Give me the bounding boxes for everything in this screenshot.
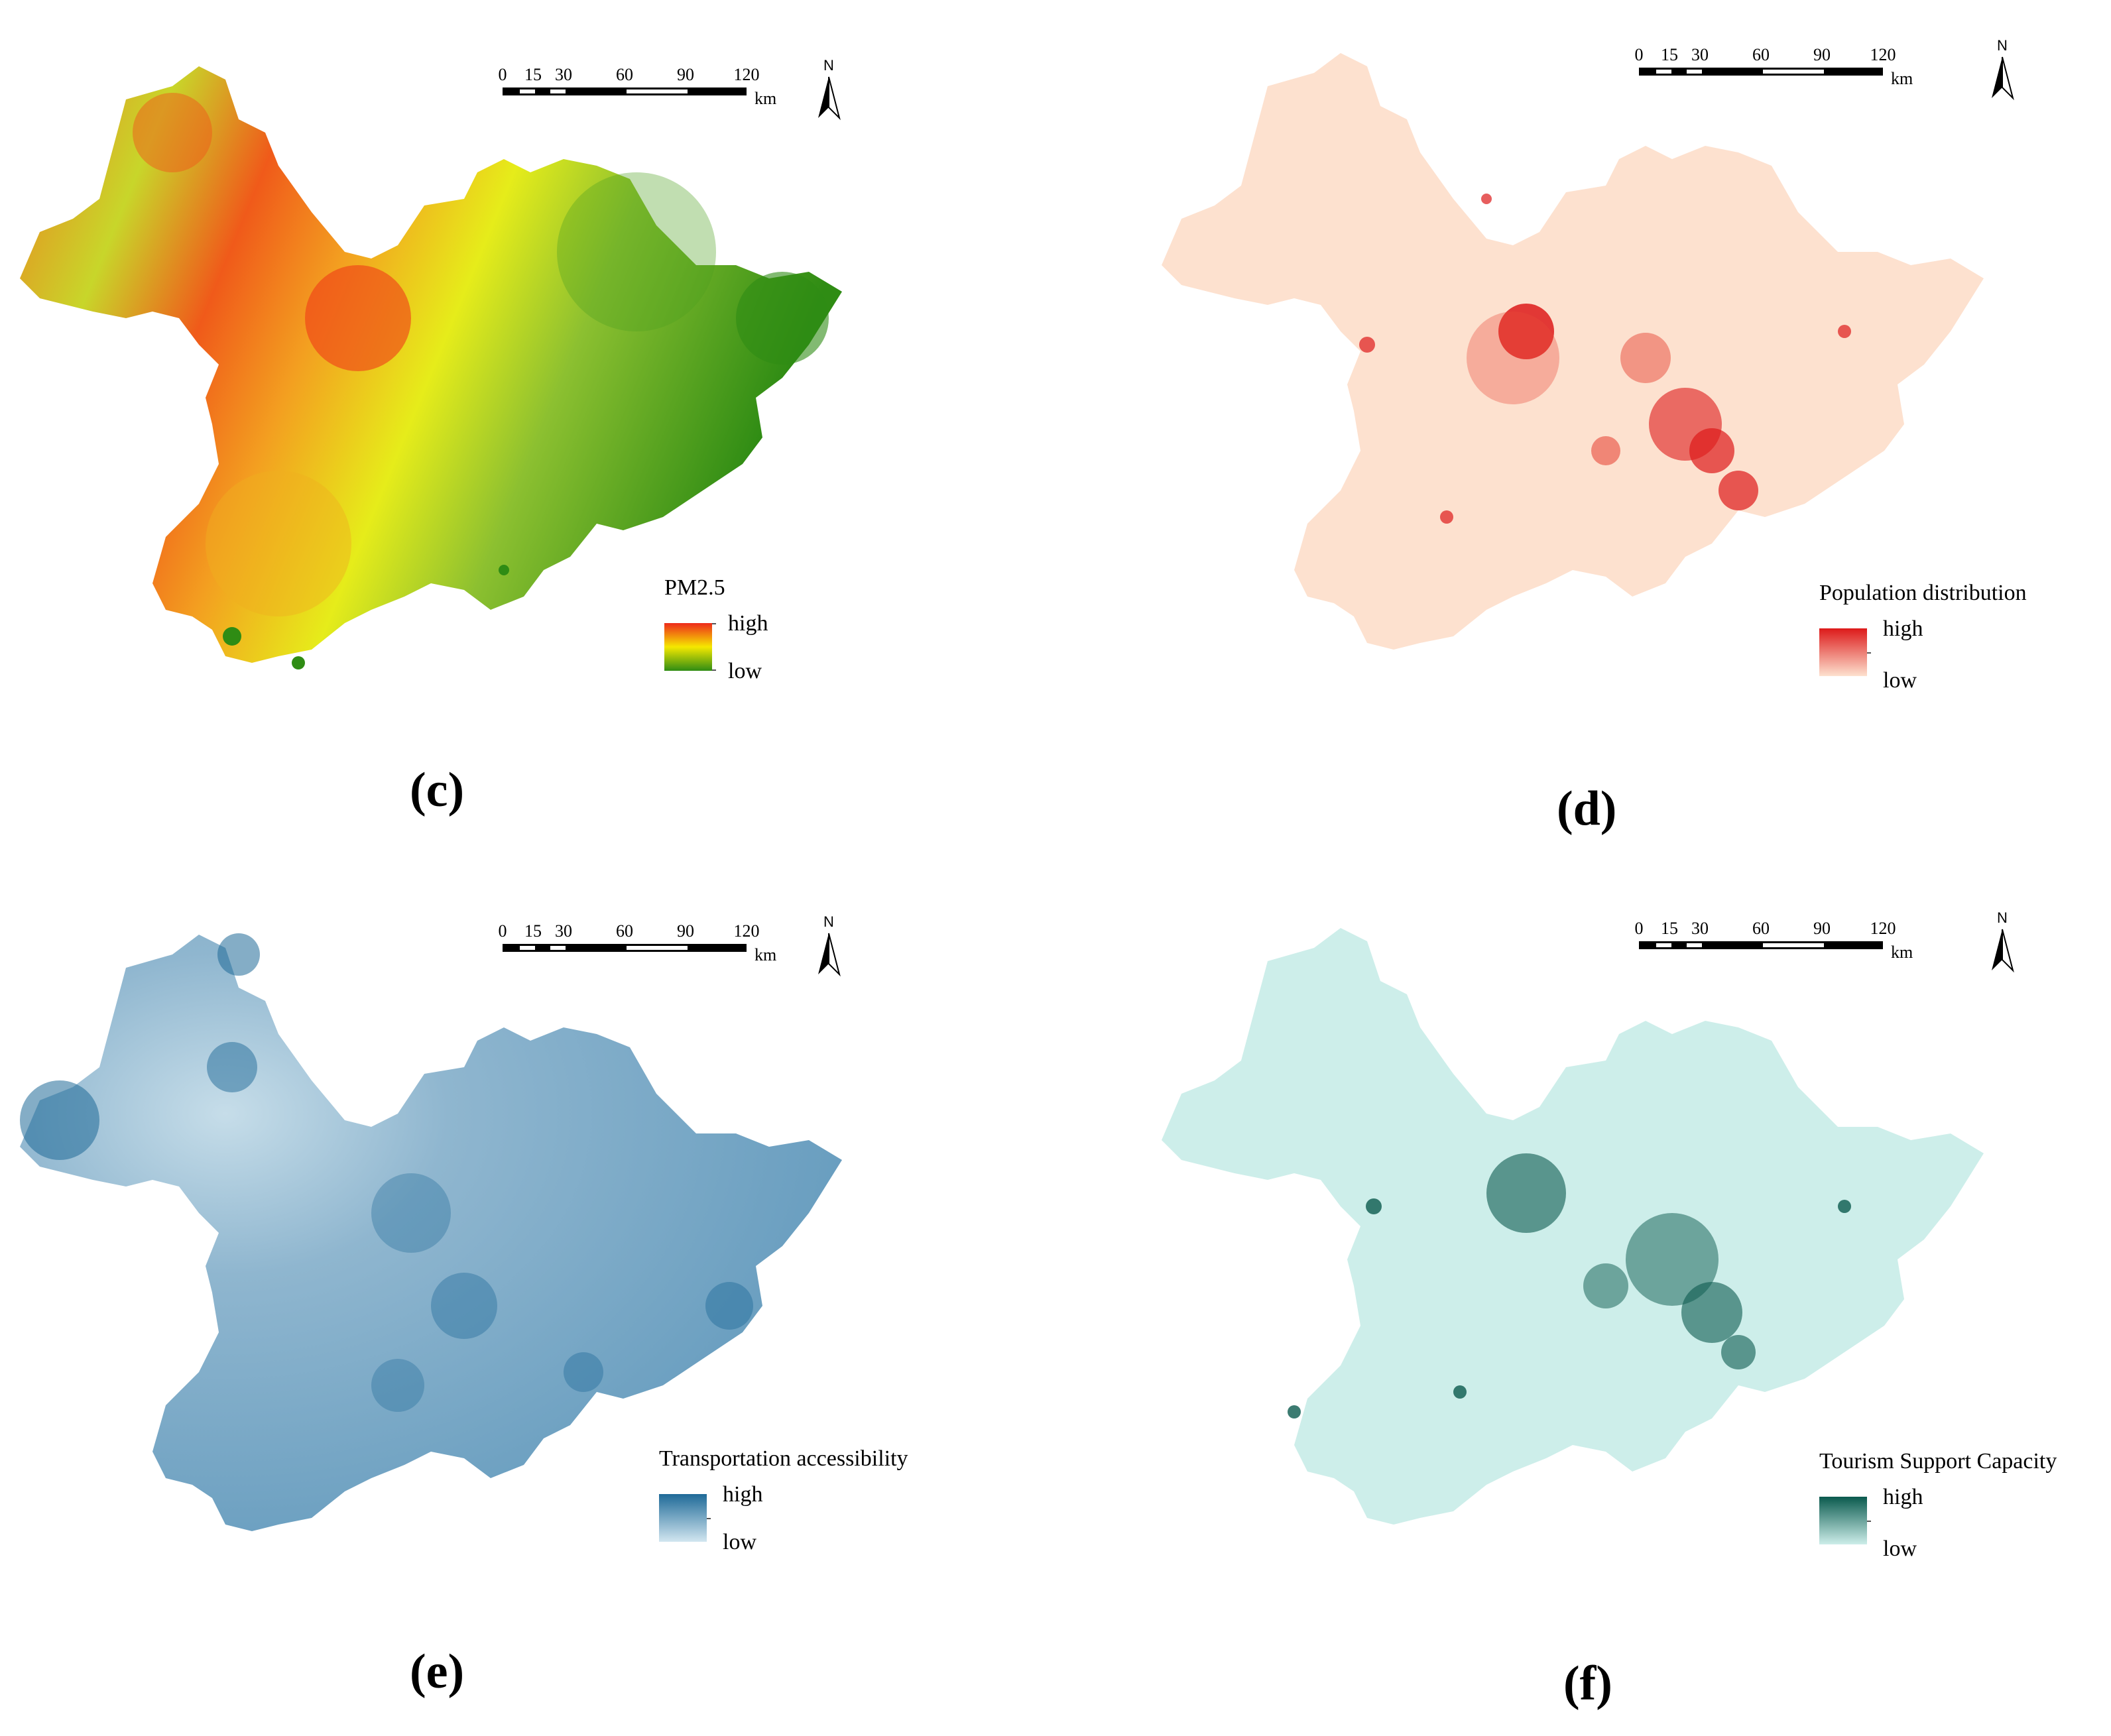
population-map bbox=[1162, 53, 1984, 650]
legend-low: low bbox=[728, 659, 762, 683]
scale-bar: 0 15 30 60 90 120 km bbox=[497, 65, 777, 118]
scale-tick: 90 bbox=[1813, 45, 1831, 64]
north-label: N bbox=[823, 57, 834, 74]
panel-label: (e) bbox=[410, 1645, 465, 1699]
north-label: N bbox=[823, 913, 834, 930]
legend-pm25: PM2.5 high low bbox=[664, 575, 943, 683]
legend-high: high bbox=[728, 611, 768, 636]
scale-tick: 60 bbox=[1752, 919, 1770, 938]
scale-tick: 90 bbox=[677, 921, 694, 941]
scale-tick: 30 bbox=[1691, 919, 1709, 938]
scale-tick: 30 bbox=[555, 65, 572, 84]
scale-tick: 30 bbox=[555, 921, 572, 941]
north-arrow-icon bbox=[1992, 929, 2014, 973]
north-arrow-icon bbox=[818, 933, 841, 977]
scale-bar: 0 15 30 60 90 120 km bbox=[1634, 45, 1913, 98]
panel-e-transportation: 0 15 30 60 90 120 km N Transportation ac… bbox=[0, 868, 1056, 1736]
scale-tick: 120 bbox=[733, 65, 760, 84]
scale-tick: 15 bbox=[1661, 919, 1678, 938]
scale-tick: 15 bbox=[524, 65, 542, 84]
scale-tick: 120 bbox=[733, 921, 760, 941]
legend-high: high bbox=[1883, 1485, 1923, 1509]
scale-tick: 60 bbox=[616, 65, 633, 84]
scale-unit: km bbox=[754, 945, 777, 964]
scale-bar: 0 15 30 60 90 120 km bbox=[1634, 919, 1913, 972]
scale-tick: 0 bbox=[1634, 919, 1644, 938]
transportation-map bbox=[20, 933, 842, 1531]
legend-high: high bbox=[723, 1482, 763, 1507]
north-arrow-icon bbox=[818, 76, 841, 121]
legend-low: low bbox=[723, 1530, 756, 1554]
legend-tourism: Tourism Support Capacity high low bbox=[1819, 1449, 2104, 1568]
north-arrow: N bbox=[1989, 37, 2016, 101]
tourism-map bbox=[1162, 928, 1984, 1525]
panel-d-population: 0 15 30 60 90 120 km N Population distri… bbox=[1056, 0, 2111, 868]
legend-title: Tourism Support Capacity bbox=[1819, 1449, 2057, 1474]
north-label: N bbox=[1997, 37, 2008, 54]
legend-population: Population distribution high low bbox=[1819, 581, 2104, 700]
pm25-map bbox=[20, 66, 842, 669]
legend-color-ramp bbox=[664, 623, 712, 671]
scale-unit: km bbox=[754, 89, 777, 108]
scale-tick: 15 bbox=[1661, 45, 1678, 64]
panel-c-pm25: 0 15 30 60 90 120 km N PM2.5 high low (c… bbox=[0, 0, 1056, 868]
legend-low: low bbox=[1883, 1536, 1917, 1561]
scale-tick: 60 bbox=[1752, 45, 1770, 64]
legend-title: PM2.5 bbox=[664, 575, 725, 600]
scale-tick: 60 bbox=[616, 921, 633, 941]
scale-tick: 30 bbox=[1691, 45, 1709, 64]
scale-tick: 0 bbox=[1634, 45, 1644, 64]
scale-bar: 0 15 30 60 90 120 km bbox=[497, 921, 777, 974]
legend-color-ramp bbox=[659, 1494, 707, 1542]
scale-tick: 0 bbox=[498, 921, 507, 941]
scale-tick: 120 bbox=[1870, 45, 1896, 64]
legend-color-ramp bbox=[1819, 1497, 1867, 1544]
scale-unit: km bbox=[1891, 943, 1913, 962]
north-arrow: N bbox=[815, 913, 842, 977]
north-label: N bbox=[1997, 909, 2008, 926]
north-arrow: N bbox=[1989, 909, 2016, 973]
legend-color-ramp bbox=[1819, 628, 1867, 676]
legend-low: low bbox=[1883, 668, 1917, 693]
scale-tick: 90 bbox=[1813, 919, 1831, 938]
legend-transportation: Transportation accessibility high low bbox=[659, 1446, 964, 1566]
scale-tick: 120 bbox=[1870, 919, 1896, 938]
panel-label: (f) bbox=[1563, 1656, 1612, 1711]
scale-tick: 0 bbox=[498, 65, 507, 84]
north-arrow: N bbox=[815, 57, 842, 121]
north-arrow-icon bbox=[1992, 56, 2014, 101]
panel-label: (c) bbox=[410, 763, 465, 817]
panel-f-tourism: 0 15 30 60 90 120 km N Tourism Support C… bbox=[1056, 868, 2111, 1736]
panel-label: (d) bbox=[1557, 781, 1617, 836]
legend-high: high bbox=[1883, 616, 1923, 641]
legend-title: Population distribution bbox=[1819, 581, 2027, 605]
scale-unit: km bbox=[1891, 69, 1913, 88]
legend-title: Transportation accessibility bbox=[659, 1446, 908, 1471]
scale-tick: 15 bbox=[524, 921, 542, 941]
scale-tick: 90 bbox=[677, 65, 694, 84]
